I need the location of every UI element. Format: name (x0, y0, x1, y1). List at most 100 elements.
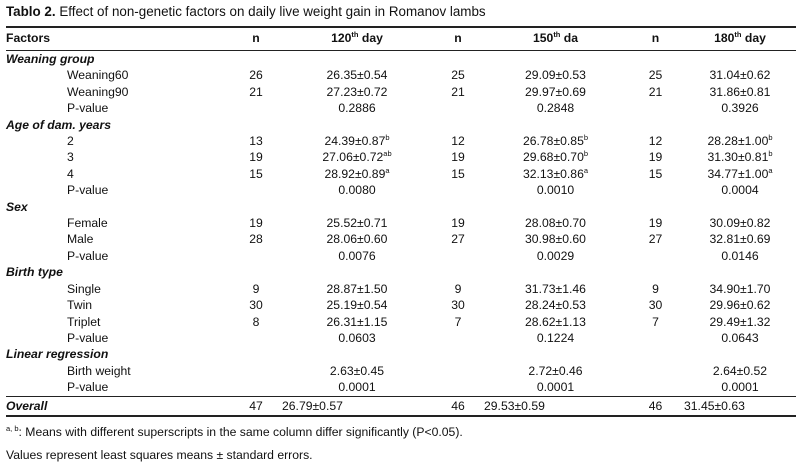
table-row: Triplet 8 26.31±1.15 7 28.62±1.13 7 29.49±1.32 (6, 314, 796, 330)
n-180: 15 (648, 166, 663, 181)
n-120 (230, 182, 282, 198)
overall-label: Overall (6, 395, 230, 417)
value-150: 26.78±0.85b (522, 133, 589, 149)
n-120 (230, 248, 282, 264)
value-120: 26.31±1.15 (326, 314, 388, 329)
n-120 (230, 100, 282, 116)
caption-label: Tablo 2. (6, 4, 56, 19)
value-120: 0.0603 (338, 330, 376, 345)
n-120: 30 (249, 298, 263, 313)
header-150-day: 150th da (484, 27, 627, 51)
value-120: 25.52±0.71 (326, 216, 388, 231)
row-label: Triplet (67, 314, 101, 329)
value-180: 0.0004 (721, 183, 759, 198)
row-label: P-value (67, 248, 109, 263)
n-180 (627, 182, 684, 198)
n-120 (230, 379, 282, 396)
value-120: 27.06±0.72ab (322, 149, 392, 165)
value-150: 28.24±0.53 (525, 298, 586, 313)
overall-n-180: 46 (627, 395, 684, 417)
n-180: 25 (648, 68, 663, 83)
n-120: 8 (252, 314, 260, 329)
n-150: 19 (451, 150, 465, 165)
row-label: P-value (67, 330, 109, 345)
n-120 (230, 330, 282, 346)
group-title: Birth type (6, 265, 63, 280)
table-row: 2 13 24.39±0.87b 12 26.78±0.85b 12 28.28±1.00b (6, 133, 796, 149)
n-150: 9 (454, 281, 462, 296)
group-title: Linear regression (6, 347, 109, 362)
n-180 (627, 363, 684, 379)
n-150: 27 (451, 232, 465, 247)
group-row: Sex (6, 199, 796, 215)
n-120 (230, 363, 282, 379)
group-row: Linear regression (6, 346, 796, 362)
n-150: 15 (451, 166, 465, 181)
value-180: 28.28±1.00b (707, 133, 773, 149)
row-label: Male (67, 232, 94, 247)
n-180: 7 (652, 314, 659, 329)
table-row: Male 28 28.06±0.60 27 30.98±0.60 27 32.81±0.69 (6, 231, 796, 247)
n-180 (627, 379, 684, 396)
value-180: 32.81±0.69 (709, 232, 771, 247)
overall-value-180: 31.45±0.63 (684, 395, 796, 417)
footnote-significance: a, b: Means with different superscripts … (6, 424, 463, 439)
table-row: 3 19 27.06±0.72ab 19 29.68±0.70b 19 31.30±0.81… (6, 149, 796, 165)
table-row: Single 9 28.87±1.50 9 31.73±1.46 9 34.90±1.70 (6, 281, 796, 297)
header-n-180: n (627, 27, 684, 51)
row-label: 2 (67, 134, 74, 149)
group-title: Sex (6, 199, 28, 214)
header-factors: Factors (6, 27, 230, 51)
table-row: P-value 0.0080 0.0010 0.0004 (6, 182, 796, 198)
table-row: P-value 0.0001 0.0001 0.0001 (6, 379, 796, 396)
n-150 (432, 248, 484, 264)
n-120: 26 (249, 68, 263, 83)
value-180: 31.04±0.62 (709, 68, 771, 83)
n-150 (432, 363, 484, 379)
value-120: 0.2886 (338, 101, 376, 116)
value-150: 28.08±0.70 (525, 216, 586, 231)
table-row: Twin 30 25.19±0.54 30 28.24±0.53 30 29.96±0.62 (6, 297, 796, 313)
n-180 (627, 248, 684, 264)
n-180: 9 (652, 281, 659, 296)
header-120-day: 120th day (282, 27, 432, 51)
n-150 (432, 100, 484, 116)
row-label: Birth weight (67, 363, 131, 378)
n-180: 12 (648, 134, 663, 149)
value-180: 34.90±1.70 (709, 281, 771, 296)
header-n-150: n (432, 27, 484, 51)
value-120: 28.92±0.89a (324, 165, 390, 181)
value-120: 0.0080 (338, 183, 376, 198)
n-150: 21 (451, 84, 465, 99)
value-180: 0.0146 (721, 248, 759, 263)
value-180: 30.09±0.82 (709, 216, 771, 231)
value-120: 0.0076 (338, 248, 376, 263)
n-150: 30 (451, 298, 465, 313)
row-label: Twin (67, 298, 93, 313)
n-120: 28 (249, 232, 263, 247)
value-120: 2.63±0.45 (329, 363, 385, 378)
header-row: Factors n 120th day n 150th da n 180th d… (6, 27, 796, 51)
value-180: 29.96±0.62 (709, 298, 771, 313)
caption-text: Effect of non-genetic factors on daily l… (59, 4, 486, 19)
n-150: 25 (451, 68, 465, 83)
value-120: 26.35±0.54 (326, 68, 388, 83)
overall-value-150: 29.53±0.59 (484, 395, 627, 417)
value-120: 25.19±0.54 (326, 298, 388, 313)
group-title: Age of dam. years (6, 117, 111, 132)
value-180: 34.77±1.00a (707, 165, 773, 181)
group-row: Weaning group (6, 51, 796, 68)
group-row: Birth type (6, 264, 796, 280)
group-row: Age of dam. years (6, 117, 796, 133)
n-180: 21 (648, 84, 663, 99)
value-120: 0.0001 (338, 380, 376, 395)
value-150: 0.2848 (536, 101, 575, 116)
n-180 (627, 330, 684, 346)
overall-row: Overall 47 26.79±0.57 46 29.53±0.59 46 31.45±0… (6, 395, 796, 417)
row-label: 3 (67, 150, 74, 165)
n-180: 19 (648, 216, 663, 231)
value-180: 31.86±0.81 (709, 84, 771, 99)
table-row: P-value 0.0076 0.0029 0.0146 (6, 248, 796, 264)
value-180: 31.30±0.81b (707, 149, 773, 165)
header-n-120: n (230, 27, 282, 51)
